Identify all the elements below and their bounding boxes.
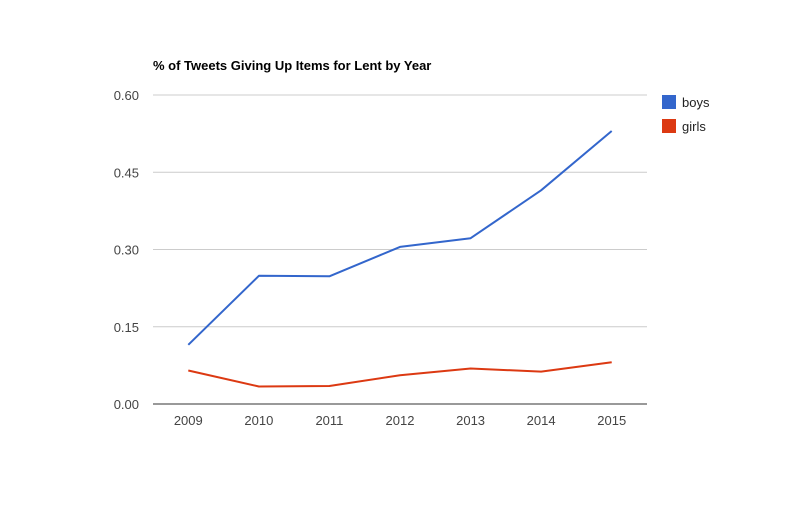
- legend-swatch-boys: [662, 95, 676, 109]
- legend-swatch-girls: [662, 119, 676, 133]
- series-lines: [188, 131, 612, 387]
- y-tick-label: 0.30: [114, 243, 139, 258]
- x-axis-tick-labels: 2009 2010 2011 2012 2013 2014 2015: [174, 413, 626, 428]
- y-tick-label: 0.15: [114, 320, 139, 335]
- legend-label-girls: girls: [682, 119, 706, 134]
- y-tick-label: 0.00: [114, 397, 139, 412]
- x-tick-label: 2014: [527, 413, 556, 428]
- series-line-boys: [188, 131, 611, 345]
- y-axis-tick-labels: 0.00 0.15 0.30 0.45 0.60: [114, 88, 139, 412]
- chart-title: % of Tweets Giving Up Items for Lent by …: [153, 58, 431, 73]
- x-tick-label: 2009: [174, 413, 203, 428]
- x-tick-label: 2013: [456, 413, 485, 428]
- x-tick-label: 2015: [597, 413, 626, 428]
- series-line-girls: [188, 362, 611, 386]
- x-tick-label: 2010: [244, 413, 273, 428]
- gridlines: [153, 95, 647, 327]
- x-tick-label: 2012: [386, 413, 415, 428]
- legend: boys girls: [662, 95, 710, 134]
- y-tick-label: 0.60: [114, 88, 139, 103]
- y-tick-label: 0.45: [114, 165, 139, 180]
- x-tick-label: 2011: [315, 413, 343, 428]
- legend-label-boys: boys: [682, 95, 710, 110]
